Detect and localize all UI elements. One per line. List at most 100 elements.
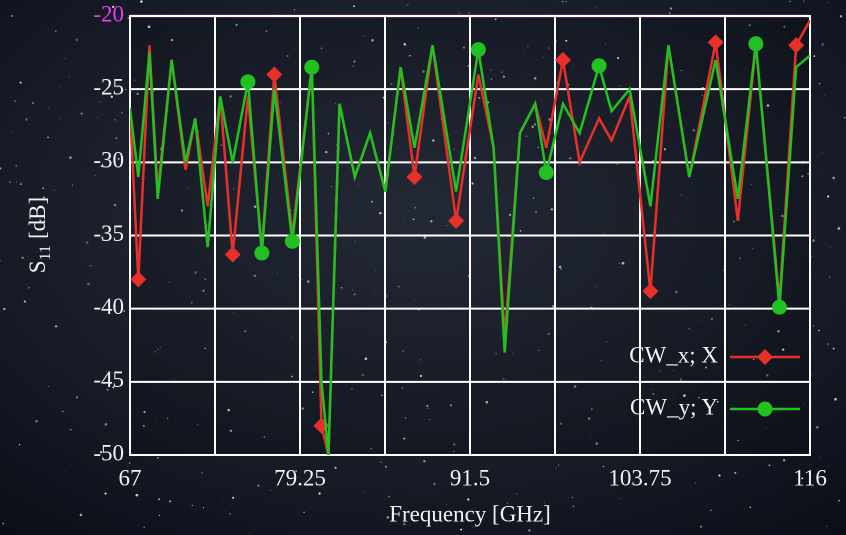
star xyxy=(257,484,260,487)
star xyxy=(495,352,497,355)
star xyxy=(8,180,11,184)
star xyxy=(650,388,652,391)
star xyxy=(363,35,365,37)
x-tick-label: 103.75 xyxy=(608,465,671,490)
marker xyxy=(406,168,423,185)
star xyxy=(248,533,250,535)
star xyxy=(123,310,125,312)
star xyxy=(136,92,139,96)
star xyxy=(194,271,197,274)
star xyxy=(94,175,96,176)
star xyxy=(523,52,525,54)
star xyxy=(114,118,116,121)
star xyxy=(527,45,529,47)
star xyxy=(559,422,562,425)
star xyxy=(402,350,405,352)
y-tick-label: -30 xyxy=(93,148,124,173)
star xyxy=(446,225,448,226)
star xyxy=(612,170,614,172)
star xyxy=(565,1,567,3)
star xyxy=(705,398,708,401)
star xyxy=(697,396,700,399)
star xyxy=(589,436,591,438)
star xyxy=(619,262,621,264)
star xyxy=(106,388,109,391)
star xyxy=(208,403,210,405)
star xyxy=(733,220,735,223)
x-tick-label: 67 xyxy=(119,465,142,490)
star xyxy=(699,525,703,528)
star xyxy=(276,272,278,274)
star xyxy=(121,111,123,114)
star xyxy=(353,293,356,296)
star xyxy=(829,246,831,248)
star xyxy=(353,5,356,8)
star xyxy=(167,417,169,419)
star xyxy=(140,0,143,3)
star xyxy=(838,499,841,502)
star xyxy=(54,325,58,328)
star xyxy=(352,289,354,291)
star xyxy=(147,25,151,29)
star xyxy=(595,286,597,288)
star xyxy=(701,94,704,97)
star xyxy=(781,214,784,218)
star xyxy=(86,241,89,244)
y-tick-label: -45 xyxy=(93,367,124,392)
star xyxy=(818,82,821,85)
star xyxy=(523,75,525,77)
star xyxy=(169,500,172,503)
legend-label: CW_y; Y xyxy=(630,394,718,419)
plot-frame xyxy=(129,15,811,456)
legend-label: CW_x; X xyxy=(629,342,718,367)
star xyxy=(293,9,296,11)
star xyxy=(59,85,61,87)
star xyxy=(828,276,831,278)
star xyxy=(352,65,354,67)
star xyxy=(620,498,622,499)
marker xyxy=(554,51,571,68)
star xyxy=(843,116,846,119)
star xyxy=(508,213,512,217)
star xyxy=(680,69,682,72)
star xyxy=(48,385,49,387)
star xyxy=(453,148,455,150)
star xyxy=(330,185,332,188)
star xyxy=(225,511,226,513)
star xyxy=(422,70,425,73)
star xyxy=(827,195,830,198)
star xyxy=(87,282,90,286)
star xyxy=(127,17,130,19)
star xyxy=(39,219,42,222)
star xyxy=(426,404,429,407)
star xyxy=(621,261,625,265)
star xyxy=(157,498,161,501)
star xyxy=(253,274,256,277)
star xyxy=(263,436,266,438)
star xyxy=(307,280,310,283)
star xyxy=(669,7,673,10)
star xyxy=(678,220,680,221)
star xyxy=(446,504,448,505)
star xyxy=(485,400,489,404)
star xyxy=(766,104,770,107)
star xyxy=(42,196,45,199)
star xyxy=(680,194,682,196)
star xyxy=(595,7,597,9)
star xyxy=(812,239,815,242)
legend-marker xyxy=(757,401,773,417)
marker xyxy=(224,246,241,263)
star xyxy=(528,529,531,532)
star xyxy=(173,378,175,380)
star xyxy=(572,496,574,498)
star xyxy=(0,167,2,170)
star xyxy=(432,139,435,142)
star xyxy=(538,349,540,351)
line xyxy=(130,43,810,455)
star xyxy=(357,185,359,187)
star xyxy=(154,420,156,422)
star xyxy=(752,358,755,361)
star xyxy=(749,506,752,508)
star xyxy=(490,78,493,81)
